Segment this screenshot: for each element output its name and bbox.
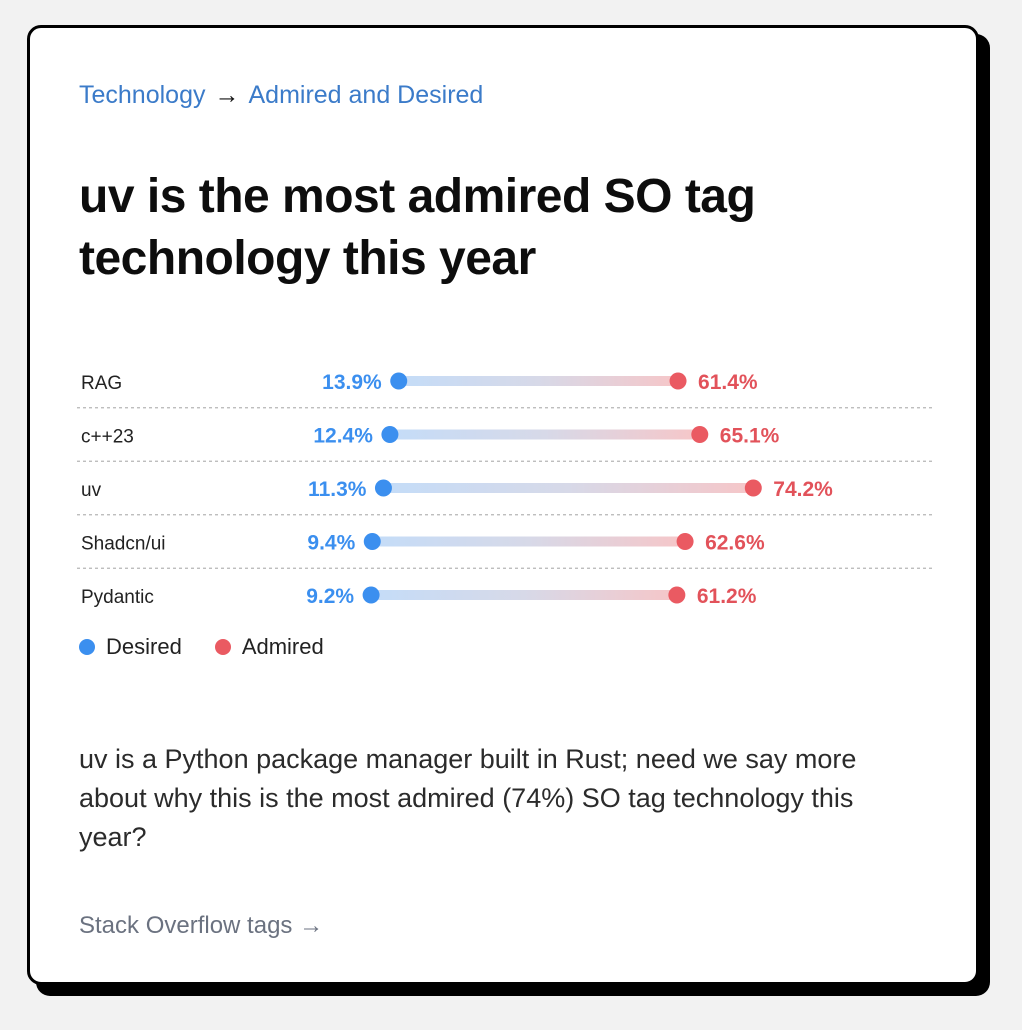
breadcrumb: Technology → Admired and Desired (79, 81, 483, 110)
legend-item-admired: Admired (214, 634, 324, 660)
breadcrumb-arrow-icon: → (214, 81, 240, 109)
legend-label-desired: Desired (106, 634, 182, 659)
article-card: Technology → Admired and Desired uv is the… (27, 25, 979, 985)
legend-dot-desired (79, 639, 95, 655)
admired-point (676, 533, 694, 550)
admired-value-label: 65.1% (720, 425, 780, 448)
chart-legend: Desired Admired (79, 634, 357, 660)
row-label-uv: uv (81, 480, 102, 501)
breadcrumb-technology-link[interactable]: Technology (79, 81, 206, 109)
row-label-rag: RAG (81, 373, 122, 394)
admired-value-label: 61.4% (698, 371, 758, 394)
desired-value-label: 12.4% (313, 425, 373, 448)
row-label-pydantic: Pydantic (81, 587, 154, 608)
desired-point (381, 426, 399, 443)
legend-dot-admired (214, 639, 231, 655)
breadcrumb-admired-desired-link[interactable]: Admired and Desired (248, 81, 484, 109)
row-label-c-23: c++23 (81, 427, 134, 448)
dumbbell-bar (371, 590, 677, 600)
desired-value-label: 11.3% (308, 478, 367, 501)
admired-value-label: 61.2% (697, 585, 757, 608)
desired-value-label: 9.2% (306, 585, 354, 608)
page-title: uv is the most admired SO tag technology… (79, 170, 756, 285)
desired-point (363, 533, 381, 550)
admired-value-label: 62.6% (705, 532, 765, 555)
row-label-shadcn-ui: Shadcn/ui (81, 534, 166, 555)
desired-point (362, 586, 380, 604)
chart-description: uv is a Python package manager built in … (79, 744, 857, 852)
admired-point (668, 586, 686, 604)
dumbbell-bar (398, 376, 679, 386)
admired-point (744, 479, 762, 497)
stack-overflow-tags-link[interactable]: Stack Overflow tags → (79, 912, 324, 939)
dumbbell-bar (372, 536, 686, 547)
desired-point (390, 372, 408, 390)
dumbbell-bar (389, 429, 700, 440)
desired-value-label: 9.4% (307, 532, 355, 555)
admired-point (691, 426, 709, 443)
admired-value-label: 74.2% (773, 478, 833, 501)
legend-item-desired: Desired (79, 634, 182, 660)
desired-value-label: 13.9% (322, 371, 382, 394)
legend-label-admired: Admired (241, 634, 324, 659)
dumbbell-chart: RAG 13.9% 61.4% c++23 12.4% 65.1% uv 11.3% 74.2%… (77, 371, 933, 608)
desired-point (374, 479, 392, 497)
admired-point (669, 372, 687, 390)
dumbbell-bar (383, 483, 754, 493)
